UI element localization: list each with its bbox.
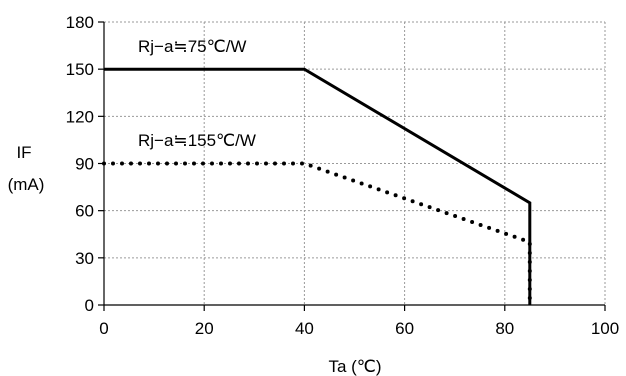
x-axis-label: Ta (℃) <box>328 357 381 376</box>
y-tick-labels: 0 30 60 90 120 150 180 <box>66 13 94 315</box>
series-label-155: Rj−a≒155℃/W <box>138 131 256 150</box>
y-tick-label-90: 90 <box>75 155 94 174</box>
x-tick-labels: 0 20 40 60 80 100 <box>99 319 619 338</box>
y-tick-label-30: 30 <box>75 249 94 268</box>
series-line-1 <box>104 67 532 305</box>
y-tick-label-120: 120 <box>66 107 94 126</box>
series-group <box>102 67 532 307</box>
x-tick-label-80: 80 <box>495 319 514 338</box>
x-tick-label-60: 60 <box>395 319 414 338</box>
x-tick-label-100: 100 <box>591 319 619 338</box>
x-tick-label-20: 20 <box>195 319 214 338</box>
x-tick-label-0: 0 <box>99 319 108 338</box>
series-line-2 <box>102 161 532 307</box>
y-tick-label-180: 180 <box>66 13 94 32</box>
series-label-75: Rj−a≒75℃/W <box>138 37 246 56</box>
y-axis-label-line1: IF <box>16 143 31 162</box>
y-tick-label-60: 60 <box>75 202 94 221</box>
y-tick-label-150: 150 <box>66 60 94 79</box>
y-tick-label-0: 0 <box>85 296 94 315</box>
x-tick-label-40: 40 <box>295 319 314 338</box>
y-axis-label-line2: (mA) <box>8 175 45 194</box>
